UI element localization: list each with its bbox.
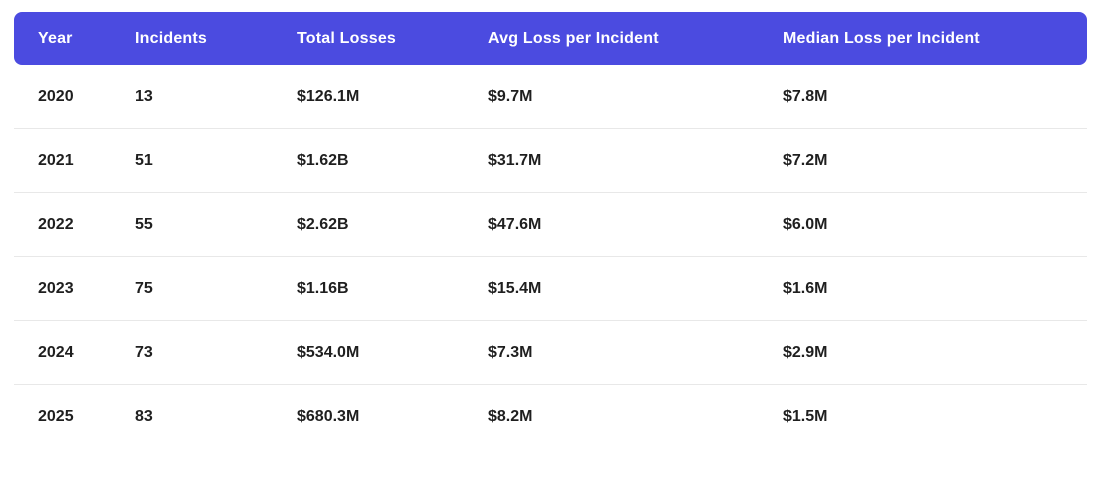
cell-avg-loss: $31.7M — [464, 129, 759, 193]
table-row-2022: 2022 55 $2.62B $47.6M $6.0M — [14, 193, 1087, 257]
column-header-total-losses: Total Losses — [273, 12, 464, 65]
cell-total-losses: $126.1M — [273, 65, 464, 129]
cell-avg-loss: $8.2M — [488, 408, 533, 425]
table-row-2024: 2024 73 $534.0M $7.3M $2.9M — [14, 321, 1087, 385]
cell-year: 2025 — [38, 408, 74, 425]
cell-incidents: 55 — [111, 193, 273, 257]
cell-incidents: 13 — [111, 65, 273, 129]
column-header-year: Year — [14, 12, 111, 65]
cell-year: 2020 — [14, 65, 111, 129]
cell-avg-loss: $7.3M — [464, 321, 759, 385]
cell-total-losses: $2.62B — [273, 193, 464, 257]
table-row-2023: 2023 75 $1.16B $15.4M $1.6M — [14, 257, 1087, 321]
cell-avg-loss: $15.4M — [464, 257, 759, 321]
cell-total-losses: $534.0M — [273, 321, 464, 385]
cell-median-loss: $6.0M — [759, 193, 1087, 257]
table-row-2025: 2025 83 $680.3M $8.2M $1.5M — [14, 385, 1087, 449]
cell-year: 2023 — [14, 257, 111, 321]
cell-median-loss: $2.9M — [759, 321, 1087, 385]
table-row-2021: 2021 51 $1.62B $31.7M $7.2M — [14, 129, 1087, 193]
column-header-incidents: Incidents — [111, 12, 273, 65]
cell-incidents: 51 — [111, 129, 273, 193]
cell-median-loss: $7.8M — [759, 65, 1087, 129]
cell-total-losses: $1.62B — [273, 129, 464, 193]
cell-total-losses: $680.3M — [297, 408, 360, 425]
cell-avg-loss: $9.7M — [464, 65, 759, 129]
cell-incidents: 83 — [135, 408, 153, 425]
table-header-row: Year Incidents Total Losses Avg Loss per… — [14, 12, 1087, 65]
cell-median-loss: $1.5M — [783, 408, 828, 425]
cell-year: 2022 — [14, 193, 111, 257]
cell-avg-loss: $47.6M — [464, 193, 759, 257]
column-header-avg-loss: Avg Loss per Incident — [464, 12, 759, 65]
cell-median-loss: $7.2M — [759, 129, 1087, 193]
cell-incidents: 73 — [111, 321, 273, 385]
column-header-median-loss: Median Loss per Incident — [759, 12, 1087, 65]
incident-loss-table-container: Year Incidents Total Losses Avg Loss per… — [14, 12, 1087, 449]
cell-median-loss: $1.6M — [759, 257, 1087, 321]
cell-incidents: 75 — [111, 257, 273, 321]
cell-year: 2021 — [14, 129, 111, 193]
incident-loss-table: Year Incidents Total Losses Avg Loss per… — [14, 12, 1087, 449]
table-row-2020: 2020 13 $126.1M $9.7M $7.8M — [14, 65, 1087, 129]
cell-total-losses: $1.16B — [273, 257, 464, 321]
cell-year: 2024 — [14, 321, 111, 385]
